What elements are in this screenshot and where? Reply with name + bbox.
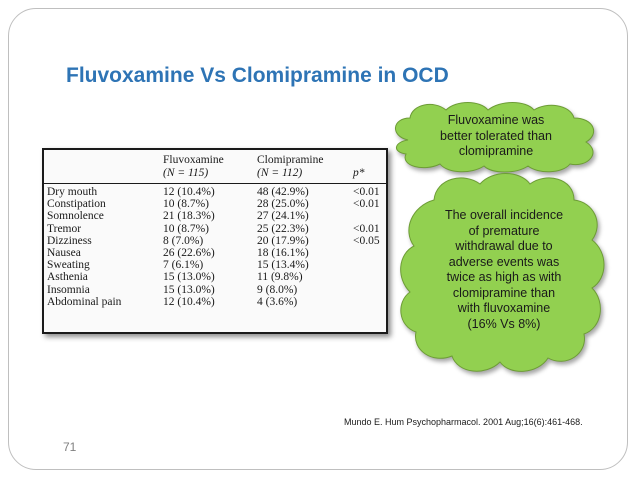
- callout-bottom-line: with fluvoxamine: [457, 301, 551, 315]
- fluvoxamine-cell: 7 (6.1%): [163, 259, 204, 272]
- effect-cell: Dizziness: [47, 234, 92, 247]
- clomipramine-cell: 20 (17.9%): [257, 234, 309, 247]
- effect-cell: Asthenia: [47, 271, 88, 284]
- p-value-cell: [343, 271, 386, 283]
- fluvoxamine-cell: 8 (7.0%): [163, 234, 204, 247]
- callout-bottom-line: (16% Vs 8%): [467, 316, 541, 331]
- callout-bottom-line: withdrawal due to: [455, 239, 553, 253]
- slide-title: Fluvoxamine Vs Clomipramine in OCD: [66, 64, 449, 87]
- table-subheader-row: (N = 115) (N = 112) p*: [44, 167, 386, 184]
- table-row: Constipation 10 (8.7%) 28 (25.0%) <0.01: [44, 198, 386, 210]
- subheader-p-value: p*: [343, 167, 386, 184]
- p-value-cell: [343, 296, 386, 308]
- p-value-cell: <0.01: [353, 186, 380, 198]
- callout-top-text: Fluvoxamine was better tolerated than cl…: [410, 113, 582, 160]
- table-row: Tremor 10 (8.7%) 25 (22.3%) <0.01: [44, 223, 386, 235]
- clomipramine-cell: 9 (8.0%): [257, 283, 298, 296]
- fluvoxamine-cell: 10 (8.7%): [163, 198, 209, 211]
- subheader-fluvoxamine-n: (N = 115): [153, 167, 247, 184]
- p-value-cell: <0.01: [353, 198, 380, 211]
- clomipramine-cell: 15 (13.4%): [257, 259, 309, 272]
- clomipramine-cell: 27 (24.1%): [257, 210, 309, 223]
- callout-bottom-line: adverse events was: [448, 254, 560, 269]
- clomipramine-cell: 18 (16.1%): [257, 247, 309, 260]
- effect-cell: Constipation: [47, 198, 106, 211]
- callout-bottom-text: The overall incidence of premature withd…: [412, 208, 596, 332]
- effect-cell: Insomnia: [47, 283, 90, 296]
- callout-top-line: better tolerated than: [440, 128, 552, 143]
- callout-bottom-line: of premature: [468, 223, 540, 238]
- table-row: Dry mouth 12 (10.4%) 48 (42.9%) <0.01: [44, 184, 386, 199]
- clomipramine-cell: 11 (9.8%): [257, 271, 303, 284]
- callout-top-line: clomipramine: [458, 144, 534, 158]
- header-p: [343, 150, 386, 167]
- p-value-cell: <0.05: [353, 234, 380, 247]
- table-row: Abdominal pain 12 (10.4%) 4 (3.6%): [44, 296, 386, 308]
- clomipramine-cell: 28 (25.0%): [257, 198, 309, 211]
- callout-top-line: Fluvoxamine was: [447, 113, 545, 127]
- p-value-cell: [343, 259, 386, 271]
- header-clomipramine: Clomipramine: [257, 154, 324, 166]
- clomipramine-cell: 25 (22.3%): [257, 222, 309, 235]
- callout-cloud-top: [395, 102, 595, 173]
- fluvoxamine-cell: 10 (8.7%): [163, 222, 209, 235]
- clomipramine-cell: 4 (3.6%): [257, 295, 298, 308]
- callout-cloud-bottom: [400, 173, 605, 372]
- table-row: Insomnia 15 (13.0%) 9 (8.0%): [44, 284, 386, 296]
- table-row: Sweating 7 (6.1%) 15 (13.4%): [44, 259, 386, 271]
- table-body: Dry mouth 12 (10.4%) 48 (42.9%) <0.01 Consti…: [44, 184, 386, 309]
- clomipramine-cell: 48 (42.9%): [257, 186, 309, 198]
- slide-number: 71: [63, 440, 77, 454]
- table-row: Dizziness 8 (7.0%) 20 (17.9%) <0.05: [44, 235, 386, 247]
- callout-bottom-line: clomipramine than: [452, 285, 556, 300]
- table-header-row: Fluvoxamine Clomipramine: [44, 150, 386, 167]
- subheader-clomipramine-n: (N = 112): [247, 167, 343, 184]
- effect-cell: Abdominal pain: [47, 295, 122, 308]
- citation: Mundo E. Hum Psychopharmacol. 2001 Aug;1…: [344, 417, 583, 427]
- table-row: Asthenia 15 (13.0%) 11 (9.8%): [44, 271, 386, 283]
- p-value-cell: <0.01: [353, 222, 380, 235]
- table-row: Nausea 26 (22.6%) 18 (16.1%): [44, 247, 386, 259]
- subheader-effect: [44, 167, 153, 184]
- fluvoxamine-cell: 26 (22.6%): [163, 247, 215, 260]
- effect-cell: Nausea: [47, 247, 81, 260]
- effect-cell: Tremor: [47, 222, 82, 235]
- p-value-cell: [343, 247, 386, 259]
- callout-bottom-line: The overall incidence: [444, 208, 564, 222]
- table-row: Somnolence 21 (18.3%) 27 (24.1%): [44, 210, 386, 222]
- fluvoxamine-cell: 15 (13.0%): [163, 271, 215, 284]
- p-value-cell: [343, 210, 386, 222]
- fluvoxamine-cell: 12 (10.4%): [163, 295, 215, 308]
- header-fluvoxamine: Fluvoxamine: [163, 154, 224, 166]
- callout-bottom-line: twice as high as with: [446, 270, 562, 284]
- effect-cell: Dry mouth: [47, 186, 98, 198]
- adverse-events-table: Fluvoxamine Clomipramine (N = 115) (N = …: [42, 148, 388, 334]
- fluvoxamine-cell: 15 (13.0%): [163, 283, 215, 296]
- p-value-cell: [343, 284, 386, 296]
- fluvoxamine-cell: 12 (10.4%): [163, 186, 215, 198]
- effect-cell: Sweating: [47, 259, 90, 272]
- effect-cell: Somnolence: [47, 210, 104, 223]
- fluvoxamine-cell: 21 (18.3%): [163, 210, 215, 223]
- slide-frame: [8, 8, 628, 470]
- header-effect: [44, 150, 153, 167]
